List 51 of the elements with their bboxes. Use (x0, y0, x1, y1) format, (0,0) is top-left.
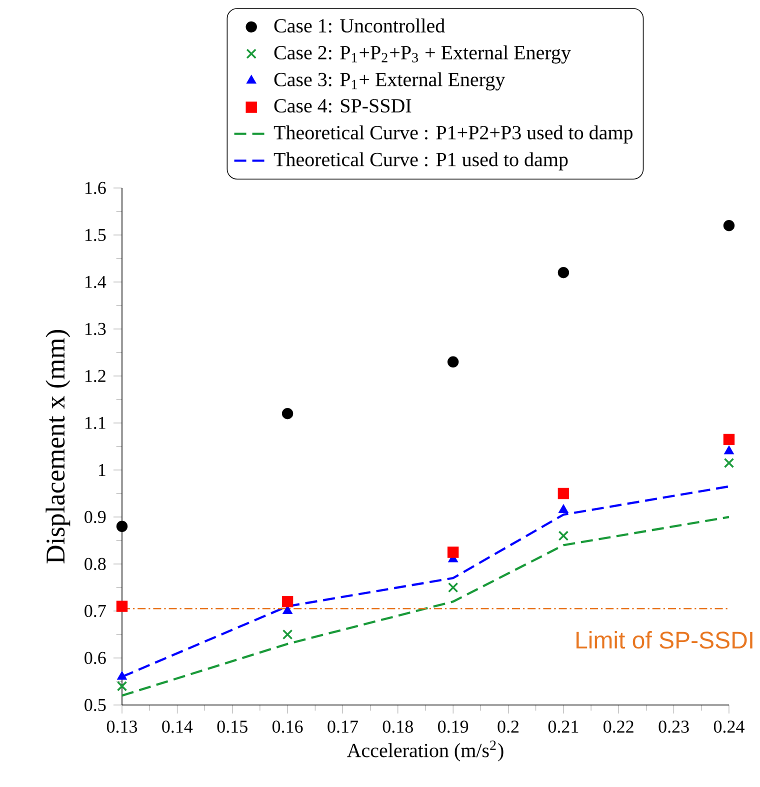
legend-label: Case 2: P$_{1}$+P$_{2}$+P$_{3}$ + External Energy (274, 45, 571, 64)
y-tick-label: 1.3 (85, 322, 106, 336)
legend-label: Theoretical Curve : P1 used to damp (274, 152, 568, 170)
y-axis-title: Displacement x (mm) (46, 330, 70, 564)
x-tick-label: 0.2 (498, 720, 519, 733)
point (447, 546, 459, 558)
y-tick-label: 1.2 (85, 370, 106, 382)
point (116, 681, 128, 692)
point (558, 504, 568, 513)
point (724, 458, 734, 468)
point (723, 434, 735, 446)
point (448, 582, 458, 593)
y-tick-label: 1.4 (85, 276, 106, 288)
y-tick-label: 0.5 (84, 698, 106, 712)
legend-label: Case 3: P$_{1}$+ External Energy (274, 72, 506, 90)
point (558, 530, 569, 541)
x-tick-label: 0.23 (658, 720, 689, 733)
point (282, 408, 294, 420)
legend-label: Case 4: SP-SSDI (274, 99, 412, 113)
x-tick-label: 0.18 (382, 720, 413, 733)
point (282, 629, 293, 640)
x-tick-label: 0.14 (162, 720, 193, 733)
x-tick-label: 0.16 (272, 720, 303, 733)
x-tick-label: 0.19 (438, 720, 468, 733)
x-tick-label: 0.24 (714, 720, 744, 733)
point (117, 671, 127, 680)
point (282, 596, 294, 608)
x-tick-label: 0.15 (217, 720, 248, 733)
y-tick-label: 1 (98, 464, 106, 476)
x-tick-label: 0.22 (604, 720, 634, 733)
y-tick-label: 0.8 (84, 558, 106, 570)
legend-label: Case 1: Uncontrolled (274, 18, 445, 33)
legend-label: Theoretical Curve : P1+P2+P3 used to damp (274, 125, 632, 144)
y-tick-label: 0.6 (84, 652, 106, 664)
x-axis-title: Acceleration (m/s$^{2}$) (346, 740, 504, 762)
point (116, 520, 128, 532)
y-tick-label: 0.9 (84, 510, 106, 524)
ref-line-label: Limit of SP-SSDI (576, 631, 752, 649)
y-tick-label: 0.7 (84, 604, 106, 618)
x-tick-label: 0.21 (548, 720, 578, 733)
x-tick-label: 0.17 (328, 720, 358, 733)
y-tick-label: 1.6 (85, 182, 106, 194)
point (116, 600, 128, 612)
point (724, 446, 734, 454)
point (447, 356, 459, 368)
x-tick-label: 0.13 (106, 720, 138, 733)
y-tick-label: 1.1 (85, 416, 106, 430)
point (723, 220, 735, 232)
point (558, 488, 570, 500)
y-tick-label: 1.5 (85, 228, 106, 242)
point (558, 267, 570, 278)
